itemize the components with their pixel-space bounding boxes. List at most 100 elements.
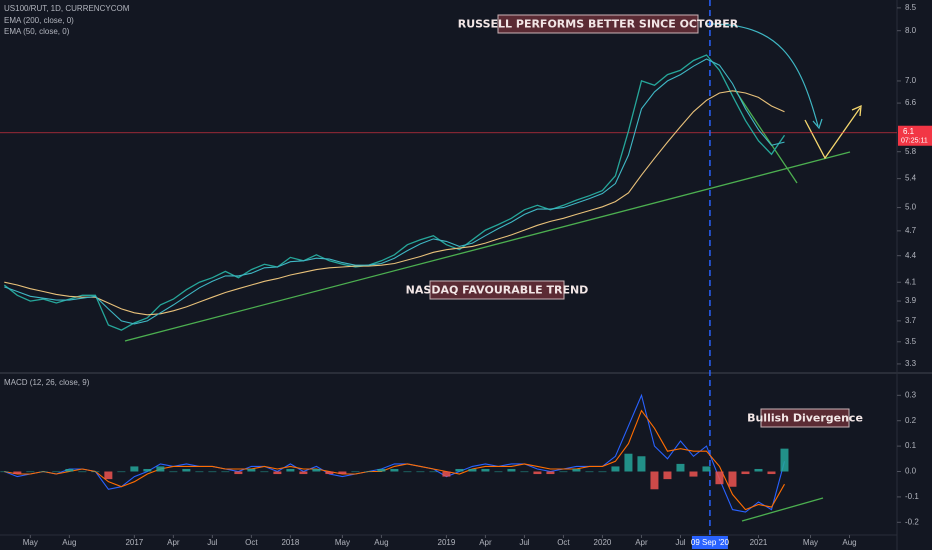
histogram-bar — [559, 471, 568, 473]
histogram-bar — [247, 468, 256, 472]
indicator-title: MACD (12, 26, close, 9) — [4, 378, 90, 387]
histogram-bar — [260, 471, 269, 473]
y-tick-label: 0.1 — [905, 441, 917, 450]
histogram-bar — [663, 471, 672, 480]
y-tick-label: 4.7 — [905, 226, 917, 235]
x-tick-label: May — [803, 538, 818, 547]
x-tick-label: May — [23, 538, 38, 547]
y-tick-label: 6.6 — [905, 98, 917, 107]
annotations: RUSSELL PERFORMS BETTER SINCE OCTOBER NA… — [406, 14, 863, 428]
y-tick-label: -0.1 — [905, 492, 919, 501]
histogram-bar — [637, 456, 646, 472]
histogram-bar — [221, 471, 230, 473]
histogram-bar — [273, 471, 282, 475]
arrow-head — [851, 104, 862, 117]
histogram-bar — [26, 471, 35, 473]
histogram-bar — [481, 468, 490, 472]
histogram-bar — [338, 471, 347, 475]
histogram-bar — [78, 471, 87, 473]
y-tick-label: 3.7 — [905, 316, 917, 325]
histogram-bar — [130, 466, 139, 472]
series-line — [4, 409, 785, 511]
histogram-bar — [364, 471, 373, 473]
y-tick-label: 5.8 — [905, 147, 917, 156]
histogram-bar — [403, 471, 412, 473]
x-tick-label: Aug — [374, 538, 388, 547]
histogram-bar — [650, 471, 659, 490]
x-tick-label: 2021 — [750, 538, 768, 547]
trend-line — [741, 497, 824, 522]
histogram-bar — [507, 468, 516, 472]
annotation-box — [760, 408, 850, 428]
series-line — [4, 58, 785, 325]
histogram-bar — [689, 471, 698, 477]
legend-entry: EMA (50, close, 0) — [4, 27, 70, 36]
histogram-bar — [494, 471, 503, 473]
histogram-bar — [117, 471, 126, 473]
histogram-bar — [624, 453, 633, 472]
x-tick-label: Apr — [167, 538, 180, 547]
symbol-title: US100/RUT, 1D, CURRENCYCOM — [4, 4, 130, 13]
date-marker-box — [691, 536, 728, 549]
y-tick-label: 7.0 — [905, 76, 917, 85]
histogram-bar — [767, 471, 776, 475]
histogram-bar — [351, 471, 360, 473]
x-tick-label: Apr — [635, 538, 648, 547]
series-line — [3, 54, 786, 331]
histogram-bar — [728, 471, 737, 487]
histogram-bar — [208, 471, 217, 473]
histogram-bar — [143, 468, 152, 472]
histogram-bar — [299, 471, 308, 475]
series-line — [4, 90, 785, 316]
series-line — [4, 393, 786, 513]
histogram-bar — [13, 471, 22, 475]
x-tick-label: Oct — [245, 538, 258, 547]
y-tick-label: 3.3 — [905, 359, 917, 368]
y-tick-label: 4.1 — [905, 277, 917, 286]
trend-line — [124, 151, 851, 342]
histogram-bar — [572, 468, 581, 472]
x-tick-label: Jul — [675, 538, 685, 547]
histogram-bar — [585, 471, 594, 473]
histogram-bar — [234, 471, 243, 475]
y-tick-label: 0.0 — [905, 467, 917, 476]
histogram-bar — [0, 471, 9, 473]
x-tick-label: Jul — [519, 538, 529, 547]
histogram-bar — [377, 468, 386, 472]
histogram-bar — [312, 468, 321, 472]
histogram-bar — [754, 468, 763, 472]
histogram-bar — [468, 468, 477, 472]
histogram-bar — [429, 471, 438, 473]
annotation-box — [429, 280, 565, 300]
x-tick-label: Jul — [207, 538, 217, 547]
histogram-bar — [546, 471, 555, 475]
x-tick-label: May — [335, 538, 350, 547]
price-label: 6.1 — [903, 127, 915, 136]
y-tick-label: 8.0 — [905, 26, 917, 35]
histogram-bar — [611, 466, 620, 472]
x-tick-label: 2020 — [594, 538, 612, 547]
y-tick-label: 0.2 — [905, 416, 917, 425]
histogram-bar — [65, 468, 74, 472]
histogram-bar — [715, 471, 724, 485]
y-tick-label: 8.5 — [905, 3, 917, 12]
histogram-bar — [91, 471, 100, 473]
y-tick-label: 3.5 — [905, 337, 917, 346]
histogram-bar — [676, 463, 685, 472]
curved-arrow — [704, 23, 819, 127]
histogram-bar — [598, 471, 607, 473]
histogram-bar — [702, 466, 711, 472]
histogram-bar — [390, 468, 399, 472]
legend: US100/RUT, 1D, CURRENCYCOM EMA (200, clo… — [4, 4, 130, 387]
annotation: NASDAQ FAVOURABLE TREND — [406, 284, 589, 297]
y-tick-label: 4.4 — [905, 251, 917, 260]
histogram-bar — [182, 468, 191, 472]
histogram-bar — [52, 471, 61, 473]
annotation: Bullish Divergence — [747, 412, 863, 425]
histogram-bar — [195, 471, 204, 473]
histogram-bar — [286, 468, 295, 472]
y-tick-label: -0.2 — [905, 517, 919, 526]
histogram-bar — [455, 468, 464, 472]
